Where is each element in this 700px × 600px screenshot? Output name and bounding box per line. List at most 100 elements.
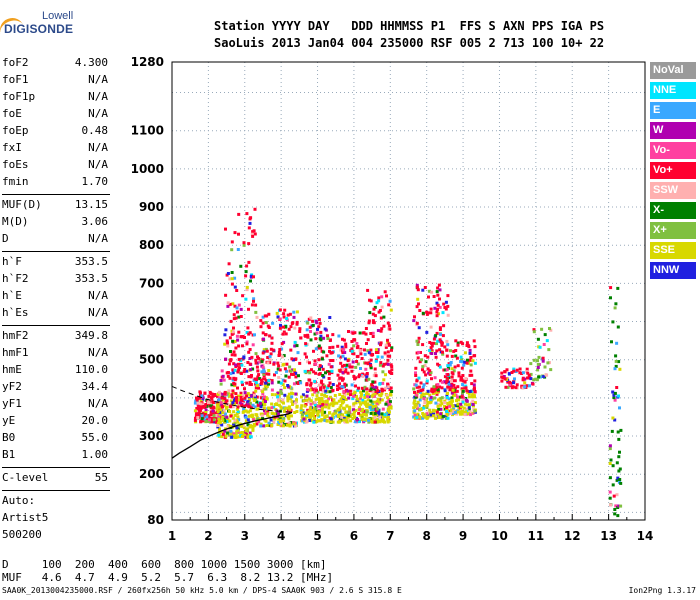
param-value: 13.15 [74, 198, 108, 211]
echo-point [326, 386, 329, 390]
echo-point [237, 362, 240, 366]
echo-point [358, 373, 361, 377]
echo-point [440, 386, 444, 390]
param-row-fxi: fxI N/A [2, 141, 108, 158]
echo-point [460, 358, 464, 361]
echo-point [429, 397, 432, 401]
echo-point [373, 305, 377, 309]
echo-point [254, 361, 258, 365]
echo-point [290, 400, 294, 404]
echo-point [228, 410, 232, 413]
echo-point [239, 315, 243, 318]
echo-point [319, 338, 323, 342]
echo-point [430, 342, 434, 345]
echo-point [312, 370, 316, 374]
echo-point [425, 310, 429, 314]
echo-point [359, 390, 363, 394]
echo-point [316, 413, 320, 417]
echo-point [525, 370, 529, 374]
echo-point [353, 390, 357, 394]
echo-point [314, 397, 318, 401]
echo-point [326, 334, 329, 338]
logo-text-lowell: Lowell [42, 10, 74, 22]
echo-point [419, 389, 423, 393]
echo-point [193, 409, 197, 413]
echo-point [251, 396, 255, 400]
virtual-height-trace [171, 411, 293, 459]
echo-point [415, 351, 419, 355]
echo-point [441, 350, 444, 354]
echo-point [513, 377, 516, 381]
param-value: N/A [88, 158, 108, 171]
echo-point [215, 419, 219, 423]
echo-point [293, 368, 296, 372]
echo-point [342, 418, 346, 422]
echo-point [252, 229, 256, 233]
echo-point [345, 404, 349, 408]
echo-point [520, 372, 524, 375]
echo-point [343, 351, 347, 354]
echo-point [250, 355, 254, 359]
echo-point [422, 392, 426, 396]
echo-point [616, 476, 620, 480]
echo-point [360, 357, 364, 360]
param-key: MUF(D) [2, 198, 42, 211]
echo-point [456, 404, 459, 408]
echo-point [386, 358, 390, 362]
echo-point [435, 342, 438, 346]
echo-point [432, 389, 436, 393]
echo-point [363, 385, 367, 389]
echo-point [378, 382, 382, 386]
echo-point [619, 481, 623, 485]
echo-point [388, 327, 392, 331]
lowell-digisonde-logo: Lowell DIGISONDE [0, 8, 76, 45]
echo-point [233, 304, 237, 308]
echo-point [270, 336, 274, 340]
echo-point [515, 368, 519, 372]
echo-point [265, 385, 269, 389]
echo-point [319, 346, 323, 350]
echo-point [418, 309, 422, 312]
echo-point [470, 382, 474, 386]
echo-point [546, 361, 550, 365]
echo-point [340, 415, 344, 419]
echo-point [438, 326, 442, 330]
echo-point [321, 367, 325, 371]
x-tick-label: 4 [277, 529, 285, 543]
echo-point [247, 404, 251, 408]
echo-point [269, 352, 273, 356]
echo-point [229, 399, 233, 403]
echo-point [614, 504, 618, 508]
echo-point [376, 397, 380, 401]
echo-point [247, 226, 251, 230]
echo-point [412, 415, 416, 419]
echo-point [469, 363, 473, 367]
echo-point [311, 323, 315, 327]
echo-point [459, 378, 463, 382]
plot-frame [171, 61, 646, 521]
echo-point [463, 413, 467, 417]
echo-point [617, 360, 621, 364]
echo-point [454, 386, 457, 390]
echo-point [309, 407, 313, 411]
echo-point [278, 348, 282, 351]
echo-point [383, 351, 387, 355]
echo-point [436, 293, 440, 297]
echo-point [435, 290, 439, 294]
echo-point [283, 308, 287, 312]
echo-point [216, 404, 220, 408]
param-key: M(D) [2, 215, 29, 228]
echo-point [375, 399, 379, 403]
echo-point [462, 406, 466, 410]
echo-point [264, 333, 268, 337]
echo-point [331, 420, 335, 424]
echo-point [253, 377, 257, 381]
echo-point [239, 264, 243, 268]
echo-point [532, 358, 536, 362]
echo-point [216, 401, 220, 405]
echo-point [462, 363, 466, 367]
echo-point [342, 390, 346, 394]
param-row-yf1: yF1 N/A [2, 397, 108, 414]
echo-point [248, 357, 252, 360]
echo-point [366, 349, 370, 353]
